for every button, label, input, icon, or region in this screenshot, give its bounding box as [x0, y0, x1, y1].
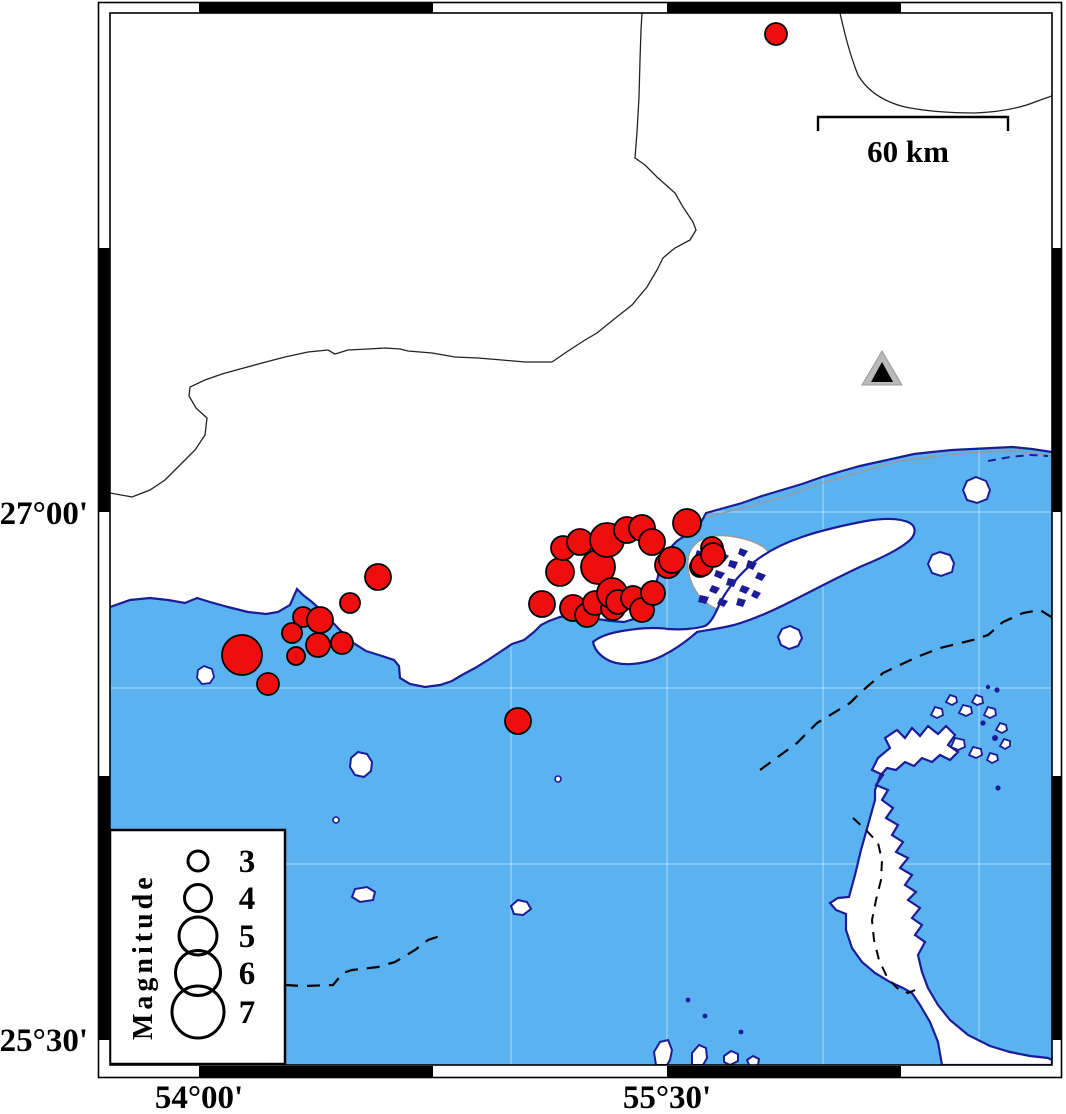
legend-magnitude-label: 5 [239, 919, 256, 955]
earthquake-marker [700, 542, 726, 568]
legend-magnitude-label: 3 [239, 844, 256, 880]
bottom-islets [652, 1038, 761, 1065]
musandam-peninsula [828, 724, 1052, 1065]
legend-magnitude-label: 6 [239, 956, 256, 992]
island-west-lagoon [196, 664, 215, 685]
lat-label-27-00: 27°00' [0, 496, 88, 532]
legend-magnitude-circle [170, 984, 226, 1040]
earthquake-marker [221, 634, 263, 676]
island-se-of-qeshm [776, 624, 804, 651]
maritime-boundary-dashed [759, 608, 1052, 771]
earthquake-marker [545, 557, 575, 587]
seismic-station-triangle-icon [861, 350, 903, 386]
land-boundary-dashed [852, 817, 916, 995]
bottom-islet-dots [685, 997, 744, 1035]
fjord-islets [929, 693, 1011, 765]
secondary-coastline [704, 450, 1052, 518]
earthquake-marker [764, 22, 788, 46]
island-ne-1 [961, 475, 992, 505]
lon-label-55-30: 55°30' [623, 1080, 711, 1114]
islet-dot-2 [554, 775, 562, 783]
sea [110, 447, 1052, 1065]
legend-magnitude-circle [186, 849, 210, 873]
coastal-lagoon-dashed [987, 453, 1049, 462]
mangrove-islets [695, 543, 766, 607]
legend-magnitude-circle [174, 949, 222, 997]
province-border-west [110, 13, 697, 498]
scale-bar-label: 60 km [867, 134, 949, 169]
lat-label-25-30: 25°30' [0, 1023, 88, 1059]
lon-label-54-00: 54°00' [155, 1080, 243, 1114]
island-center-3 [509, 898, 533, 917]
island-ne-2 [926, 550, 956, 578]
islet-dot-1 [332, 816, 340, 824]
legend-title: Magnitude [128, 873, 159, 1040]
earthquake-marker [658, 546, 686, 574]
earthquake-marker [364, 563, 392, 591]
island-center-2 [350, 885, 377, 904]
earthquake-marker [306, 606, 334, 634]
earthquake-marker [528, 590, 556, 618]
earthquake-marker [305, 632, 331, 658]
legend-magnitude-circle [183, 883, 213, 913]
fjord-islet-dots [980, 684, 1001, 791]
earthquake-marker [330, 631, 354, 655]
earthquake-marker [640, 580, 666, 606]
island-center-1 [348, 750, 374, 779]
legend-magnitude-label: 7 [239, 995, 256, 1031]
maritime-boundary-dashed-sw [284, 934, 441, 988]
province-border-northeast [839, 13, 1052, 114]
earthquake-marker [339, 592, 361, 614]
earthquake-layer [221, 22, 788, 735]
earthquake-marker [286, 646, 306, 666]
legend-magnitude-label: 4 [239, 881, 256, 917]
legend-magnitude-circle [177, 915, 219, 957]
earthquake-marker [504, 707, 532, 735]
earthquake-marker [638, 528, 666, 556]
earthquake-marker [566, 528, 594, 556]
earthquake-marker [281, 622, 303, 644]
scale-bar: 60 km [816, 115, 1010, 169]
earthquake-marker [672, 508, 702, 538]
mainland-coastline [110, 445, 1052, 689]
map-frame [97, 1, 1063, 1079]
earthquake-marker [256, 672, 280, 696]
